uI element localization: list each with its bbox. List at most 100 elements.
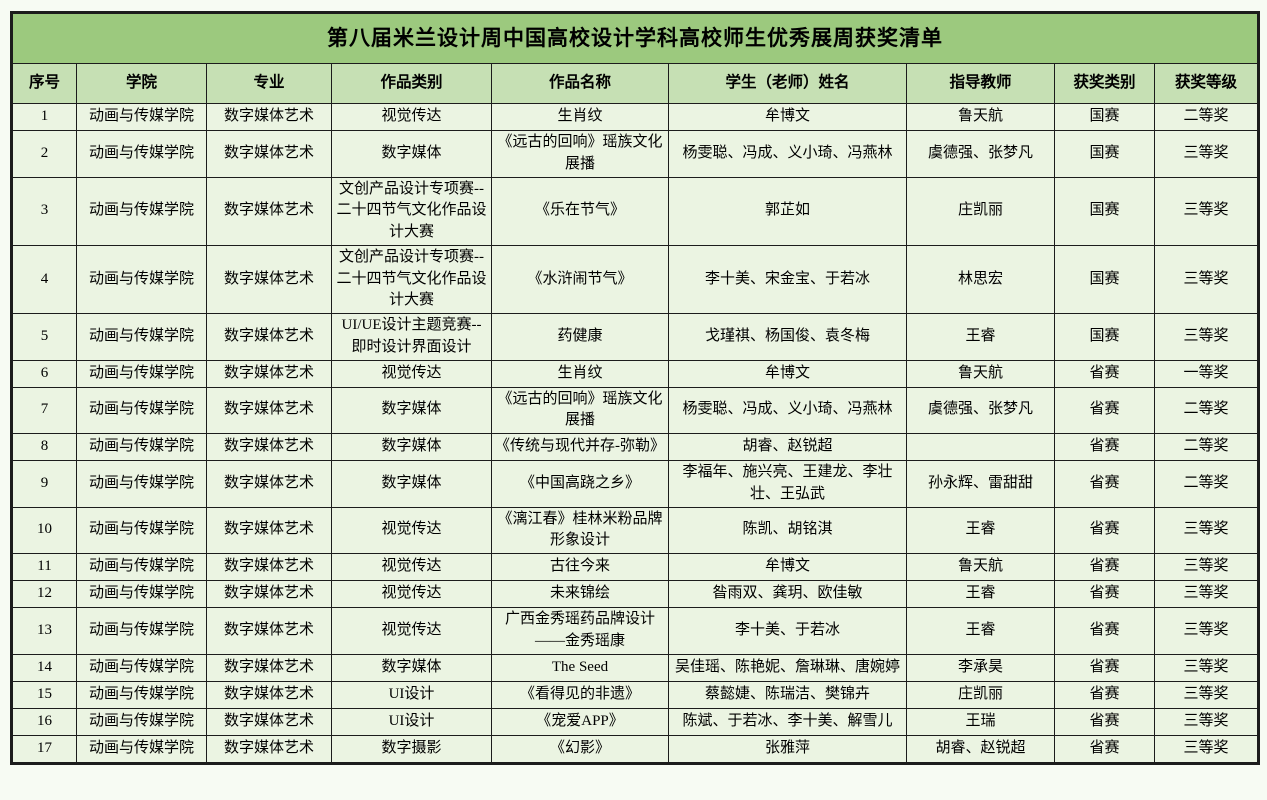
cell-work: 《看得见的非遗》 [491, 680, 669, 709]
cell-category: 数字媒体 [331, 460, 492, 508]
column-header-work: 作品名称 [491, 63, 669, 104]
cell-award_type: 省赛 [1054, 433, 1155, 461]
cell-college: 动画与传媒学院 [76, 506, 207, 554]
cell-college: 动画与传媒学院 [76, 607, 207, 655]
cell-major: 数字媒体艺术 [206, 244, 332, 315]
cell-college: 动画与传媒学院 [76, 359, 207, 388]
cell-no: 16 [11, 707, 77, 736]
cell-no: 11 [11, 553, 77, 581]
cell-teachers [906, 433, 1055, 461]
cell-award_level: 三等奖 [1153, 130, 1260, 178]
cell-category: 文创产品设计专项赛--二十四节气文化作品设计大赛 [331, 176, 492, 246]
cell-award_level: 三等奖 [1153, 680, 1260, 709]
cell-no: 14 [11, 653, 77, 682]
cell-no: 3 [11, 176, 77, 246]
cell-students: 杨雯聪、冯成、义小琦、冯燕林 [668, 386, 907, 434]
cell-work: The Seed [491, 653, 669, 682]
cell-college: 动画与传媒学院 [76, 386, 207, 434]
cell-college: 动画与传媒学院 [76, 313, 207, 361]
cell-students: 胡睿、赵锐超 [668, 433, 907, 461]
cell-teachers: 李承昊 [906, 653, 1055, 682]
cell-major: 数字媒体艺术 [206, 433, 332, 461]
cell-teachers: 王瑞 [906, 707, 1055, 736]
cell-award_level: 二等奖 [1153, 460, 1260, 508]
cell-no: 9 [11, 460, 77, 508]
cell-no: 6 [11, 359, 77, 388]
cell-category: 文创产品设计专项赛--二十四节气文化作品设计大赛 [331, 244, 492, 315]
cell-no: 13 [11, 607, 77, 655]
cell-students: 蔡懿婕、陈瑞洁、樊锦卉 [668, 680, 907, 709]
cell-work: 生肖纹 [491, 359, 669, 388]
cell-no: 17 [11, 734, 77, 764]
cell-students: 陈凯、胡铭淇 [668, 506, 907, 554]
cell-award_level: 二等奖 [1153, 386, 1260, 434]
cell-category: UI/UE设计主题竞赛--即时设计界面设计 [331, 313, 492, 361]
cell-award_type: 国赛 [1054, 130, 1155, 178]
cell-college: 动画与传媒学院 [76, 580, 207, 608]
cell-category: 数字摄影 [331, 734, 492, 764]
cell-work: 《远古的回响》瑶族文化展播 [491, 130, 669, 178]
cell-award_level: 三等奖 [1153, 553, 1260, 581]
cell-award_level: 三等奖 [1153, 313, 1260, 361]
cell-students: 牟博文 [668, 553, 907, 581]
cell-award_type: 省赛 [1054, 607, 1155, 655]
cell-college: 动画与传媒学院 [76, 460, 207, 508]
header-row: 序号 学院 专业 作品类别 作品名称 学生（老师）姓名 指导教师 获奖类别 获奖… [11, 63, 1260, 104]
award-table: 第八届米兰设计周中国高校设计学科高校师生优秀展周获奖清单 序号 学院 专业 作品… [10, 11, 1261, 765]
cell-work: 《乐在节气》 [491, 176, 669, 246]
column-header-students: 学生（老师）姓名 [668, 63, 907, 104]
table-row: 15 动画与传媒学院 数字媒体艺术 UI设计 《看得见的非遗》 蔡懿婕、陈瑞洁、樊锦卉 庄凯… [11, 680, 1260, 709]
cell-award_type: 省赛 [1054, 359, 1155, 388]
cell-major: 数字媒体艺术 [206, 130, 332, 178]
cell-students: 牟博文 [668, 359, 907, 388]
cell-no: 8 [11, 433, 77, 461]
cell-students: 牟博文 [668, 103, 907, 131]
table-row: 14 动画与传媒学院 数字媒体艺术 数字媒体 The Seed 吴佳瑶、陈艳妮、詹琳琳、唐… [11, 653, 1260, 682]
table-row: 11 动画与传媒学院 数字媒体艺术 视觉传达 古往今来 牟博文 鲁天航 省赛 三等奖 [11, 553, 1260, 581]
cell-award_type: 国赛 [1054, 244, 1155, 315]
cell-students: 杨雯聪、冯成、义小琦、冯燕林 [668, 130, 907, 178]
cell-students: 郭芷如 [668, 176, 907, 246]
cell-no: 4 [11, 244, 77, 315]
cell-major: 数字媒体艺术 [206, 653, 332, 682]
cell-major: 数字媒体艺术 [206, 103, 332, 131]
cell-category: 数字媒体 [331, 653, 492, 682]
cell-award_type: 省赛 [1054, 580, 1155, 608]
cell-teachers: 王睿 [906, 506, 1055, 554]
title-row: 第八届米兰设计周中国高校设计学科高校师生优秀展周获奖清单 [10, 12, 1260, 64]
column-header-teachers: 指导教师 [906, 63, 1055, 104]
table-row: 13 动画与传媒学院 数字媒体艺术 视觉传达 广西金秀瑶药品牌设计——金秀瑶康 李十美、于… [11, 607, 1260, 655]
cell-teachers: 庄凯丽 [906, 680, 1055, 709]
cell-category: 数字媒体 [331, 433, 492, 461]
cell-category: 视觉传达 [331, 580, 492, 608]
cell-college: 动画与传媒学院 [76, 176, 207, 246]
award-list-sheet: 第八届米兰设计周中国高校设计学科高校师生优秀展周获奖清单 序号 学院 专业 作品… [10, 11, 1261, 765]
cell-teachers: 王睿 [906, 313, 1055, 361]
column-header-major: 专业 [206, 63, 332, 104]
cell-award_type: 省赛 [1054, 506, 1155, 554]
table-body: 1 动画与传媒学院 数字媒体艺术 视觉传达 生肖纹 牟博文 鲁天航 国赛 二等奖 2 动画与传媒学院… [11, 103, 1260, 764]
cell-major: 数字媒体艺术 [206, 313, 332, 361]
cell-teachers: 鲁天航 [906, 553, 1055, 581]
cell-college: 动画与传媒学院 [76, 734, 207, 764]
cell-students: 陈斌、于若冰、李十美、解雪儿 [668, 707, 907, 736]
cell-work: 生肖纹 [491, 103, 669, 131]
cell-major: 数字媒体艺术 [206, 506, 332, 554]
cell-no: 15 [11, 680, 77, 709]
cell-college: 动画与传媒学院 [76, 244, 207, 315]
cell-category: 数字媒体 [331, 386, 492, 434]
table-row: 17 动画与传媒学院 数字媒体艺术 数字摄影 《幻影》 张雅萍 胡睿、赵锐超 省赛 三等奖 [11, 734, 1260, 764]
cell-teachers: 孙永辉、雷甜甜 [906, 460, 1055, 508]
table-row: 4 动画与传媒学院 数字媒体艺术 文创产品设计专项赛--二十四节气文化作品设计大赛 《水… [11, 244, 1260, 315]
cell-college: 动画与传媒学院 [76, 707, 207, 736]
cell-college: 动画与传媒学院 [76, 103, 207, 131]
cell-teachers: 虞德强、张梦凡 [906, 386, 1055, 434]
cell-college: 动画与传媒学院 [76, 680, 207, 709]
cell-students: 吴佳瑶、陈艳妮、詹琳琳、唐婉婷 [668, 653, 907, 682]
table-row: 6 动画与传媒学院 数字媒体艺术 视觉传达 生肖纹 牟博文 鲁天航 省赛 一等奖 [11, 359, 1260, 388]
cell-teachers: 庄凯丽 [906, 176, 1055, 246]
table-row: 16 动画与传媒学院 数字媒体艺术 UI设计 《宠爱APP》 陈斌、于若冰、李十美、解雪儿… [11, 707, 1260, 736]
cell-teachers: 虞德强、张梦凡 [906, 130, 1055, 178]
table-row: 8 动画与传媒学院 数字媒体艺术 数字媒体 《传统与现代并存-弥勒》 胡睿、赵锐超 省赛 二等… [11, 433, 1260, 461]
cell-award_type: 省赛 [1054, 734, 1155, 764]
